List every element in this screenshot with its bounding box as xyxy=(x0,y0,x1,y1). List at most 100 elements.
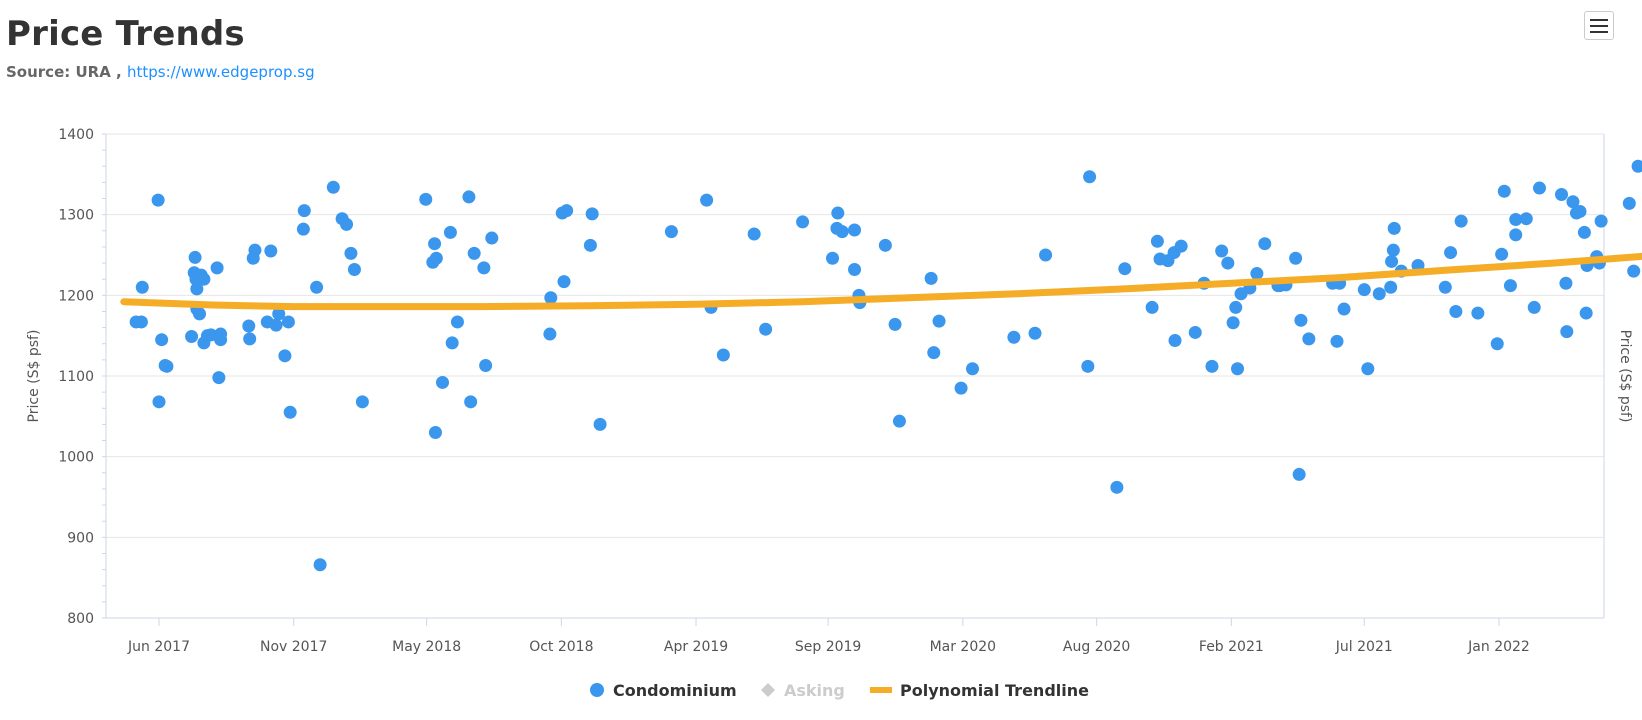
scatter-point xyxy=(1444,246,1458,260)
x-tick-label: Aug 2020 xyxy=(1063,639,1130,655)
legend-asking-label: Asking xyxy=(784,681,845,700)
source-link[interactable]: https://www.edgeprop.sg xyxy=(126,63,315,81)
scatter-point xyxy=(1292,467,1306,481)
x-tick-label: Jun 2017 xyxy=(127,639,190,655)
scatter-point xyxy=(1289,251,1303,265)
scatter-point xyxy=(543,327,557,341)
scatter-point xyxy=(759,322,773,336)
scatter-point xyxy=(1438,280,1452,294)
x-tick-label: Jul 2021 xyxy=(1335,639,1393,655)
scatter-point xyxy=(134,315,148,329)
hamburger-menu-icon[interactable] xyxy=(1584,11,1614,40)
scatter-point xyxy=(428,237,442,251)
scatter-point xyxy=(593,417,607,431)
scatter-point xyxy=(1490,337,1504,351)
scatter-point xyxy=(1497,184,1511,198)
scatter-point xyxy=(878,238,892,252)
scatter-point xyxy=(1566,195,1580,209)
scatter-point xyxy=(954,381,968,395)
scatter-point xyxy=(835,225,849,239)
page-title: Price Trends xyxy=(6,14,245,54)
scatter-point xyxy=(583,238,597,252)
y-tick-label: 800 xyxy=(67,611,94,627)
scatter-point xyxy=(243,332,257,346)
scatter-point xyxy=(1110,480,1124,494)
scatter-point xyxy=(1215,244,1229,258)
scatter-point xyxy=(297,204,311,218)
scatter-point xyxy=(313,558,327,572)
scatter-point xyxy=(716,348,730,362)
scatter-point xyxy=(347,263,361,277)
legend-condominium-label: Condominium xyxy=(613,681,737,700)
trendline xyxy=(120,252,1642,311)
x-tick-label: Mar 2020 xyxy=(930,639,997,655)
scatter-point xyxy=(428,425,442,439)
scatter-point xyxy=(1594,214,1608,228)
scatter-point xyxy=(1519,212,1533,226)
scatter-point xyxy=(419,192,433,206)
y-tick-label: 1000 xyxy=(58,450,94,466)
legend-asking-marker xyxy=(761,683,775,697)
scatter-point xyxy=(1627,264,1641,278)
scatter-point xyxy=(1258,237,1272,251)
scatter-point xyxy=(326,180,340,194)
scatter-point xyxy=(1302,332,1316,346)
scatter-point xyxy=(135,280,149,294)
scatter-point xyxy=(700,193,714,207)
scatter-point xyxy=(585,207,599,221)
scatter-point xyxy=(192,307,206,321)
scatter-point xyxy=(932,314,946,328)
scatter-point xyxy=(485,231,499,245)
scatter-point xyxy=(1357,283,1371,297)
y-axis-title-right: Price (S$ psf) xyxy=(1617,330,1633,423)
scatter-point xyxy=(927,346,941,360)
scatter-point xyxy=(151,193,165,207)
scatter-point xyxy=(1250,267,1264,281)
scatter-point xyxy=(190,282,204,296)
scatter-point xyxy=(831,206,845,220)
source-line: Source: URA , https://www.edgeprop.sg xyxy=(6,63,315,81)
x-tick-label: Jan 2022 xyxy=(1467,639,1530,655)
scatter-point xyxy=(1337,302,1351,316)
scatter-point xyxy=(1471,306,1485,320)
scatter-point xyxy=(544,291,558,305)
y-tick-label: 900 xyxy=(67,530,94,546)
x-tick-label: Feb 2021 xyxy=(1199,639,1264,655)
scatter-point xyxy=(479,359,493,373)
scatter-point xyxy=(155,333,169,347)
scatter-point xyxy=(462,190,476,204)
scatter-point xyxy=(272,307,286,321)
scatter-point xyxy=(435,375,449,389)
legend-condominium-marker xyxy=(590,683,604,697)
scatter-point xyxy=(185,329,199,343)
scatter-point xyxy=(214,327,228,341)
x-tick-label: May 2018 xyxy=(392,639,461,655)
scatter-point xyxy=(1229,300,1243,314)
scatter-point xyxy=(269,318,283,332)
scatter-point xyxy=(310,280,324,294)
scatter-point xyxy=(450,315,464,329)
scatter-point xyxy=(1384,280,1398,294)
source-label: Source: URA , xyxy=(6,63,122,81)
scatter-point xyxy=(1573,204,1587,218)
scatter-point xyxy=(848,263,862,277)
scatter-point xyxy=(1081,359,1095,373)
scatter-point xyxy=(443,225,457,239)
scatter-point xyxy=(1503,279,1517,293)
scatter-point xyxy=(1579,306,1593,320)
scatter-point xyxy=(1226,316,1240,330)
scatter-point xyxy=(278,349,292,363)
scatter-point xyxy=(966,362,980,376)
scatter-point xyxy=(344,246,358,260)
scatter-point xyxy=(1118,262,1132,276)
scatter-point xyxy=(1294,313,1308,327)
scatter-point xyxy=(1221,256,1235,270)
scatter-point xyxy=(1622,196,1636,210)
scatter-point xyxy=(1083,170,1097,184)
x-tick-label: Sep 2019 xyxy=(795,639,861,655)
scatter-point xyxy=(1577,225,1591,239)
scatter-point xyxy=(1560,325,1574,339)
scatter-point xyxy=(1231,362,1245,376)
scatter-point xyxy=(1509,213,1523,227)
